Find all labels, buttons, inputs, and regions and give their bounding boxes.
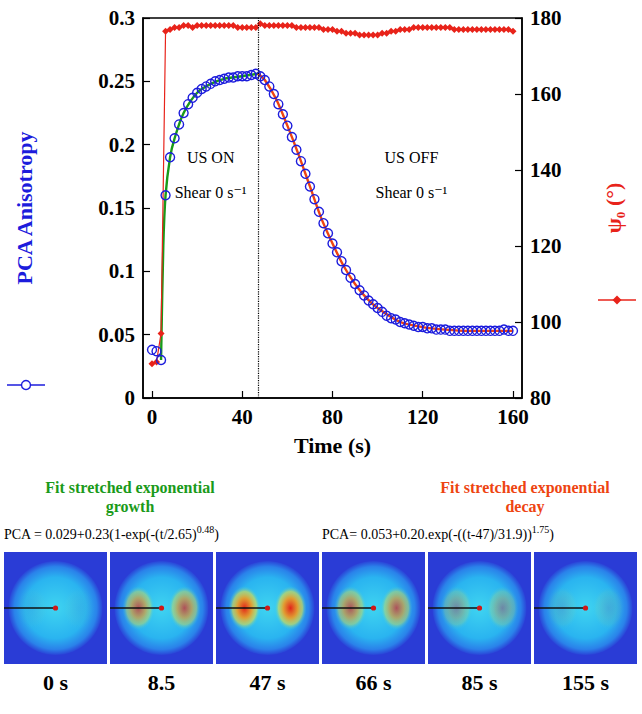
svg-text:160: 160 xyxy=(497,405,529,429)
svg-text:80: 80 xyxy=(530,386,551,410)
svg-text:120: 120 xyxy=(407,405,439,429)
svg-text:US ON: US ON xyxy=(187,149,235,166)
svg-text:Time (s): Time (s) xyxy=(294,433,371,458)
svg-text:US OFF: US OFF xyxy=(385,149,439,166)
svg-text:140: 140 xyxy=(530,158,562,182)
svg-text:0: 0 xyxy=(147,405,158,429)
html-text:Fit stretched exponential deca: Fit stretched exponential decay xyxy=(440,479,610,515)
html-text:85 s: 85 s xyxy=(461,670,498,695)
html-text:PCA = 0.029+0.23(1-exp(-(t/2.6: PCA = 0.029+0.23(1-exp(-(t/2.65)0.48) xyxy=(4,524,219,542)
svg-text:160: 160 xyxy=(530,82,562,106)
html-text:8.5: 8.5 xyxy=(147,670,176,695)
svg-text:180: 180 xyxy=(530,6,562,30)
svg-text:0.1: 0.1 xyxy=(109,259,135,283)
html-text:66 s: 66 s xyxy=(355,670,392,695)
html-text:155 s: 155 s xyxy=(562,670,609,695)
svg-text:0.3: 0.3 xyxy=(109,6,135,30)
html-text:PCA= 0.053+0.20.exp(-((t-47)/3: PCA= 0.053+0.20.exp(-((t-47)/31.9))1.75) xyxy=(322,524,554,542)
svg-text:100: 100 xyxy=(530,310,562,334)
svg-text:120: 120 xyxy=(530,234,562,258)
svg-text:0.25: 0.25 xyxy=(98,69,135,93)
svg-text:0.15: 0.15 xyxy=(98,196,135,220)
svg-text:40: 40 xyxy=(232,405,253,429)
svg-text:Shear 0 s⁻¹: Shear 0 s⁻¹ xyxy=(376,184,448,201)
svg-text:80: 80 xyxy=(322,405,343,429)
svg-text:PCA Anisotropy: PCA Anisotropy xyxy=(12,131,37,284)
svg-text:0: 0 xyxy=(125,386,136,410)
html-text:47 s: 47 s xyxy=(249,670,286,695)
html-text:0 s: 0 s xyxy=(43,670,68,695)
svg-text:0.05: 0.05 xyxy=(98,323,135,347)
svg-text:Shear 0 s⁻¹: Shear 0 s⁻¹ xyxy=(175,184,247,201)
svg-text:ψ₀ (°): ψ₀ (°) xyxy=(601,183,626,234)
svg-text:0.2: 0.2 xyxy=(109,133,135,157)
html-text:Fit stretched exponential grow: Fit stretched exponential growth xyxy=(45,479,215,515)
